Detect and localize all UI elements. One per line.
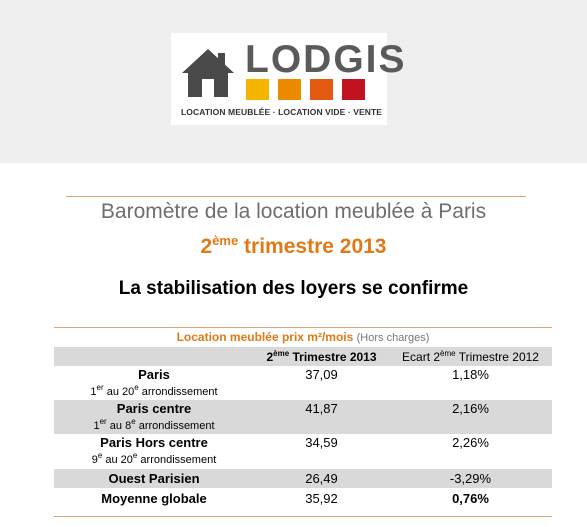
table-caption-main: Location meublée prix m²/mois (176, 330, 354, 344)
logo-square-3 (310, 79, 333, 100)
row-value: 26,49 (305, 471, 338, 486)
row-ecart: 2,16% (452, 401, 489, 416)
row-label: Moyenne globale (101, 491, 207, 506)
row-value: 37,09 (305, 367, 338, 382)
row-value: 34,59 (305, 435, 338, 450)
house-icon (182, 49, 234, 97)
row-value: 41,87 (305, 401, 338, 416)
row-label: Paris centre 1er au 8e arrondissement (93, 401, 215, 432)
quarter-suffix: ème (212, 233, 239, 248)
table-row: Paris 1er au 20e arrondissement 37,09 1,… (54, 366, 552, 400)
table-bottom-rule (54, 516, 552, 517)
quarter-rest: trimestre 2013 (238, 235, 387, 258)
logo-square-2 (278, 79, 301, 100)
row-ecart: 2,26% (452, 435, 489, 450)
page-title: Baromètre de la location meublée à Paris (100, 200, 487, 223)
table-row: Paris Hors centre 9e au 20e arrondisseme… (54, 434, 552, 469)
row-label: Ouest Parisien (108, 471, 200, 486)
logo-square-1 (246, 79, 269, 100)
quarter-number: 2 (200, 235, 213, 258)
row-ecart: -3,29% (449, 471, 492, 486)
table-row: Paris centre 1er au 8e arrondissement 41… (54, 400, 552, 434)
table-caption-note: (Hors charges) (356, 332, 430, 344)
header-band: LODGIS LOCATION MEUBLÉE · LOCATION VIDE … (0, 0, 587, 163)
table-row: Ouest Parisien 26,49 -3,29% (54, 469, 552, 488)
top-divider (66, 196, 526, 197)
table-caption: Location meublée prix m²/mois (Hors char… (54, 327, 552, 347)
header-ecart: Ecart 2ème Trimestre 2012 (402, 349, 539, 364)
logo-tagline: LOCATION MEUBLÉE · LOCATION VIDE · VENTE (181, 107, 383, 117)
row-value: 35,92 (305, 491, 338, 506)
row-ecart: 1,18% (452, 367, 489, 382)
table-header-row: 2ème Trimestre 2013 Ecart 2ème Trimestre… (54, 347, 552, 366)
quarter-title: 2ème trimestre 2013 (0, 233, 587, 259)
logo-square-4 (342, 79, 365, 100)
row-label: Paris 1er au 20e arrondissement (90, 367, 218, 398)
table-top-rule (54, 327, 552, 328)
headline: La stabilisation des loyers se confirme (118, 278, 469, 299)
row-ecart: 0,76% (452, 491, 489, 506)
table-row: Moyenne globale 35,92 0,76% (54, 488, 552, 508)
row-label: Paris Hors centre 9e au 20e arrondisseme… (91, 435, 217, 466)
price-table: Location meublée prix m²/mois (Hors char… (54, 327, 552, 517)
lodgis-logo: LODGIS LOCATION MEUBLÉE · LOCATION VIDE … (171, 33, 405, 125)
logo-wordmark: LODGIS (245, 38, 407, 81)
header-current-quarter: 2ème Trimestre 2013 (266, 349, 377, 364)
